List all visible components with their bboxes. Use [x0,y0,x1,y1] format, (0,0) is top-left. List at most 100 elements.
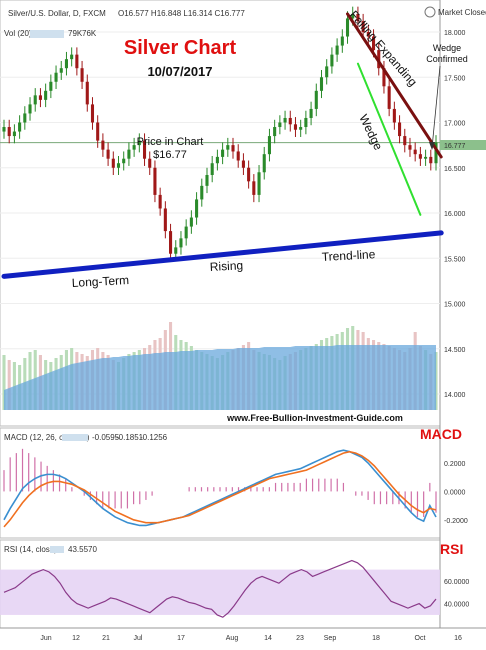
website-label: www.Free-Bullion-Investment-Guide.com [226,413,403,423]
price-axis-area [440,0,486,650]
candle-body [90,104,95,123]
trend-rising-label: Rising [209,258,243,274]
candle-body [309,108,313,118]
candle-body [106,149,110,159]
trend-long-label: Long-Term [71,273,129,290]
x-tick-label: 21 [102,635,110,642]
candle-body [434,142,438,164]
x-tick-label: 23 [296,635,304,642]
candle-body [231,145,235,152]
candle-body [221,149,225,157]
candle-body [304,117,308,128]
x-tick-label: 18 [372,635,380,642]
trend-line-label: Trend-line [321,247,376,264]
wedge-confirmed-label-1: Wedge [433,43,461,53]
candle-body [2,127,6,132]
candle-body [408,145,412,150]
candle-body [371,36,376,51]
vol-label: Vol (20) [4,29,32,38]
candle-body [189,217,193,227]
rsi-line [3,559,437,618]
clock-icon [424,6,436,18]
symbol-label: Silver/U.S. Dollar, D, FXCM [8,9,106,18]
candle-body [273,127,277,137]
candle-body [137,140,141,146]
candle-body [158,194,162,209]
candle-body [127,149,131,159]
price-tick-label: 15.500 [444,256,466,263]
candle-body [195,199,199,218]
candle-body [101,140,105,150]
candle-body [174,247,178,254]
candle-body [293,124,298,130]
candle-body [288,117,292,125]
candle-body [70,54,74,60]
candle-body [12,131,16,137]
macd-value-3: -0.1256 [140,433,168,442]
candle-body [226,145,230,150]
rsi-tick-label: 40.0000 [444,602,469,609]
candle-body [163,208,167,232]
x-tick-label: 12 [72,635,80,642]
candle-body [142,140,147,159]
candle-body [169,231,173,254]
chart-date: 10/07/2017 [147,64,212,79]
candle-body [335,45,339,55]
rsi-settings-icon[interactable] [50,546,64,553]
candle-body [96,122,100,141]
candle-body [398,122,402,137]
candle-body [64,59,69,69]
wedge-confirmed-label-2: Confirmed [426,54,468,64]
candle-body [7,127,11,137]
candle-body [345,18,350,37]
candle-body [413,149,417,155]
price-tick-label: 17.500 [444,75,466,82]
candle-body [215,156,219,164]
candle-body [236,151,240,161]
candle-body [33,95,37,105]
price-tick-label: 18.000 [444,30,466,37]
candle-body [247,167,251,182]
candle-body [59,68,63,73]
candle-body [351,13,355,19]
price-tick-label: 14.000 [444,392,466,399]
candle-body [356,13,360,22]
candle-body [241,160,245,168]
vol-value-2: 76K [82,29,97,38]
wedge-upper-line [346,12,443,159]
candle-body [28,104,32,114]
candle-body [325,66,329,78]
x-tick-label: 17 [177,635,185,642]
price-tick-label: 14.500 [444,347,466,354]
vol-settings-icon[interactable] [30,30,64,38]
candle-body [184,226,188,239]
candle-body [179,238,183,248]
macd-legend: MACD (12, 26, close, 9) [4,433,90,442]
candle-body [80,68,84,82]
price-label: Price in Chart [137,136,204,148]
price-tick-label: 15.000 [444,302,466,309]
ohlc-label: O16.577 H16.848 L16.314 C16.777 [118,9,245,18]
candle-body [200,185,204,200]
x-tick-label: Oct [415,635,426,642]
vol-value-1: 79K [68,29,83,38]
candle-body [111,158,115,168]
signal-line [3,450,437,528]
wedge-confirmed-arrow [431,65,441,149]
wedge-confirmed-arrowhead [429,142,435,150]
candle-body [418,154,422,159]
macd-settings-icon[interactable] [62,434,88,441]
rsi-legend: RSI (14, close) [4,545,57,554]
candle-body [252,181,256,195]
market-closed-label: Market Closed [438,8,486,17]
candle-body [205,174,209,186]
candle-body [429,156,433,164]
candle-body [382,68,386,87]
current-price-tag [440,140,486,150]
volume-ma-area [4,345,436,410]
rsi-tick-label: 60.0000 [444,579,469,586]
macd-tick-label: -0.2000 [444,518,468,525]
candle-body [366,32,370,37]
macd-tick-label: 0.0000 [444,489,466,496]
volume-bar [7,360,11,410]
